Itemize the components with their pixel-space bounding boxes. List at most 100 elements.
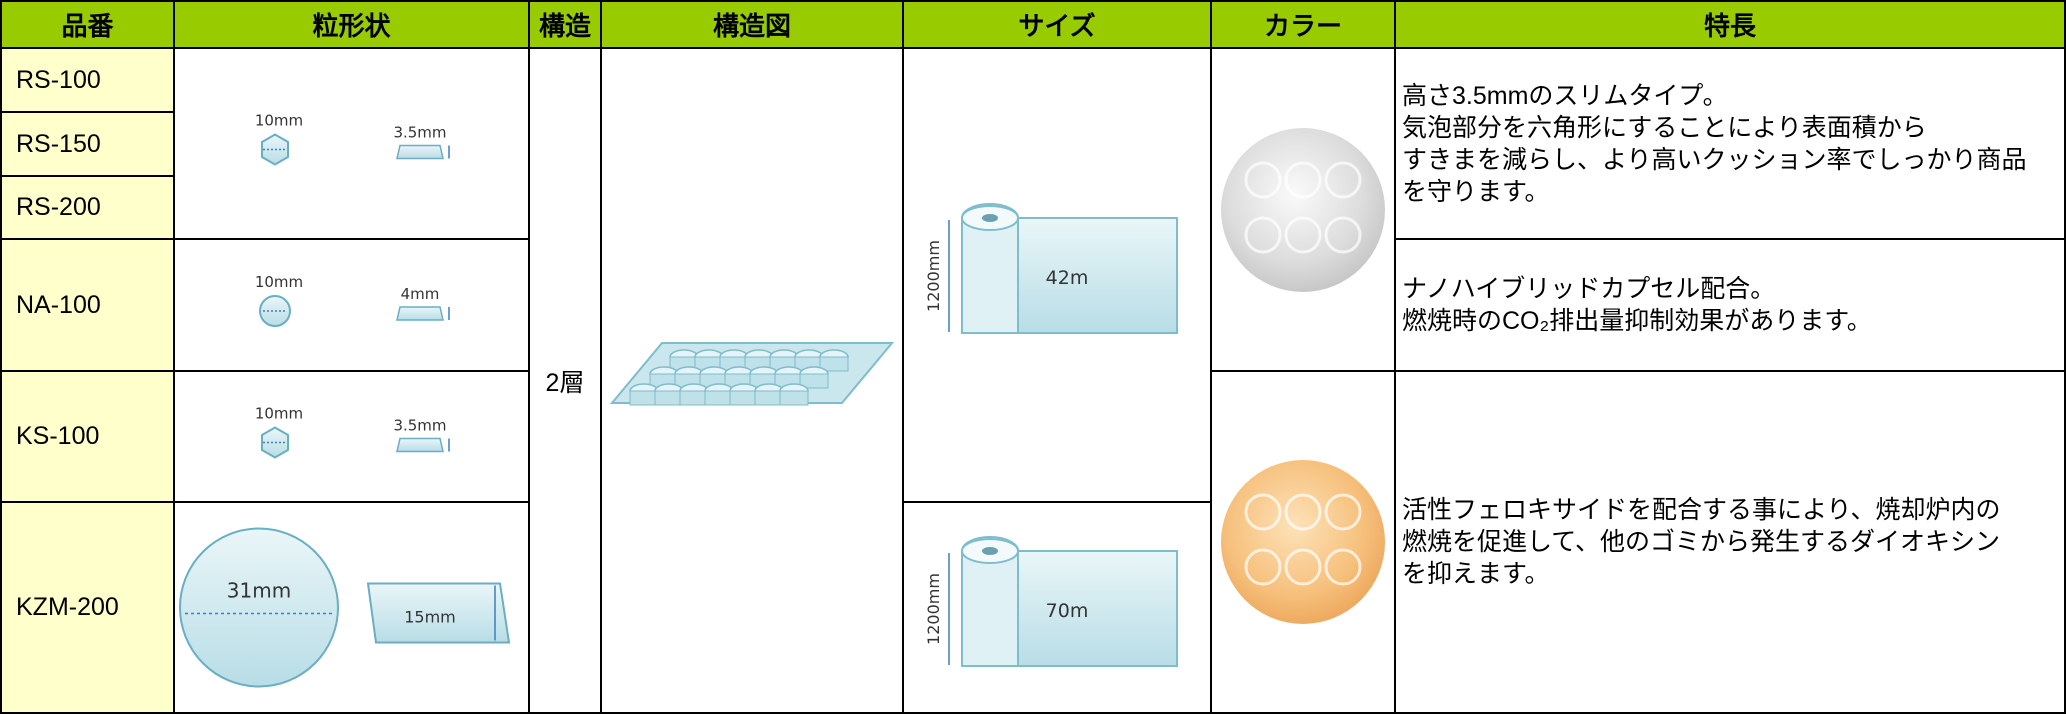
illustration: 10mm 4mm (255, 273, 450, 327)
height-label: 3.5mm (393, 124, 446, 142)
feature-text: 高さ3.5mmのスリムタイプ。気泡部分を六角形にすることにより表面積からすきまを… (1402, 80, 2027, 208)
feature-line: を抑えます。 (1402, 560, 1550, 588)
bubble-texture (1244, 216, 1282, 253)
bubble-side (654, 390, 684, 405)
diameter-label: 31mm (227, 579, 291, 603)
feature-line: 高さ3.5mmのスリムタイプ。 (1402, 81, 1728, 110)
size-cell: 1200mm 70m (904, 503, 1212, 714)
product-code: RS-200 (16, 193, 101, 221)
height-label: 3.5mm (393, 417, 446, 435)
header-cell: 構造 (530, 2, 602, 49)
bubble-texture (1284, 493, 1322, 531)
header-text: 品番 (61, 11, 114, 41)
feature-line: すきまを減らし、より高いクッション率でしっかり商品 (1402, 145, 2027, 174)
illustration: 10mm 3.5mm (255, 112, 450, 166)
header-text: サイズ (1018, 11, 1096, 41)
header-text: 構造 (538, 11, 591, 41)
roll-core (982, 546, 998, 555)
illustration (609, 341, 895, 405)
feature-cell: ナノハイブリッドカプセル配合。燃焼時のCO₂排出量抑制効果があります。 (1396, 240, 2066, 372)
product-code-cell: RS-200 (2, 177, 175, 240)
bubble-texture (1244, 161, 1282, 198)
header-cell: 粒形状 (175, 2, 530, 49)
shape-cell: 10mm 3.5mm (175, 372, 530, 503)
diameter-label: 10mm (255, 405, 303, 423)
height-label: 4mm (401, 285, 440, 303)
product-code: NA-100 (16, 290, 101, 319)
bubble-side (629, 390, 659, 405)
bubble-side (779, 390, 809, 405)
bubble-texture (1244, 493, 1282, 531)
shape-cell: 31mm 15mm (175, 503, 530, 714)
bubble-side (679, 390, 709, 405)
illustration (1221, 127, 1385, 292)
height-shape (366, 582, 511, 644)
product-code: RS-150 (16, 129, 101, 158)
height-shape (396, 306, 444, 321)
illustration: 31mm 15mm (179, 527, 511, 688)
header-cell: カラー (1212, 2, 1396, 49)
length-label: 70m (1046, 600, 1089, 622)
bubble-side (819, 356, 849, 371)
feature-text: 活性フェロキサイドを配合する事により、焼却炉内の 燃焼を促進して、他のゴミから発生… (1402, 494, 2001, 590)
structure-cell: 2層 (530, 49, 602, 714)
color-sample (1221, 127, 1385, 292)
bubble-texture (1244, 548, 1282, 586)
feature-cell: 高さ3.5mmのスリムタイプ。気泡部分を六角形にすることにより表面積からすきまを… (1396, 49, 2066, 240)
product-code: RS-100 (16, 65, 101, 94)
header-cell: 構造図 (602, 2, 904, 49)
diameter-label: 10mm (255, 112, 303, 130)
header-cell: 品番 (2, 2, 175, 49)
bubble-texture (1324, 161, 1362, 198)
length-label: 42m (1046, 267, 1089, 289)
bubble-texture (1324, 216, 1362, 253)
feature-line: 活性フェロキサイドを配合する事により、焼却炉内の (1402, 496, 2001, 524)
feature-line: 燃焼を促進して、他のゴミから発生するダイオキシン (1402, 528, 2001, 556)
feature-line: 気泡部分を六角形にすることにより表面積から (1402, 113, 1927, 142)
feature-line: を守ります。 (1402, 177, 1550, 206)
width-label: 1200mm (924, 240, 943, 312)
structure-text: 2層 (545, 368, 585, 397)
diagram-cell (602, 49, 904, 714)
feature-line: 燃焼時のCO₂排出量抑制効果があります。 (1402, 307, 1872, 335)
color-cell (1212, 372, 1396, 714)
diameter-label: 10mm (255, 273, 303, 291)
bubble-texture (1324, 493, 1362, 531)
color-cell (1212, 49, 1396, 372)
color-sample (1221, 460, 1385, 624)
bubble-texture (1284, 216, 1322, 253)
product-code: KS-100 (16, 422, 100, 450)
feature-cell: 活性フェロキサイドを配合する事により、焼却炉内の 燃焼を促進して、他のゴミから発生… (1396, 372, 2066, 714)
size-cell: 1200mm 42m (904, 49, 1212, 503)
height-shape (396, 144, 444, 160)
feature-line: ナノハイブリッドカプセル配合。 (1402, 275, 1776, 303)
illustration: 10mm 3.5mm (255, 405, 450, 459)
feature-text: ナノハイブリッドカプセル配合。燃焼時のCO₂排出量抑制効果があります。 (1402, 273, 1872, 337)
width-label: 1200mm (924, 573, 943, 645)
bubble-side (754, 390, 784, 405)
bubble-side (704, 390, 734, 405)
header-cell: サイズ (904, 2, 1212, 49)
header-text: 構造図 (712, 11, 791, 41)
bubble-shape (179, 527, 339, 688)
product-code-cell: RS-100 (2, 49, 175, 113)
header-text: カラー (1263, 11, 1342, 41)
product-code-cell: NA-100 (2, 240, 175, 372)
bubble-texture (1324, 548, 1362, 586)
product-code: KZM-200 (16, 593, 119, 621)
header-text: 特長 (1703, 11, 1756, 41)
height-label: 15mm (404, 608, 456, 627)
product-code-cell: KZM-200 (2, 503, 175, 714)
product-code-cell: KS-100 (2, 372, 175, 503)
shape-cell: 10mm 4mm (175, 240, 530, 372)
shape-cell: 10mm 3.5mm (175, 49, 530, 240)
illustration: 1200mm 70m (924, 535, 1178, 667)
bubble-texture (1284, 161, 1322, 198)
illustration (1221, 460, 1385, 624)
illustration: 1200mm 42m (924, 203, 1178, 334)
header-cell: 特長 (1396, 2, 2066, 49)
bubble-side (799, 373, 829, 388)
bubble-texture (1284, 548, 1322, 586)
bubble-side (729, 390, 759, 405)
